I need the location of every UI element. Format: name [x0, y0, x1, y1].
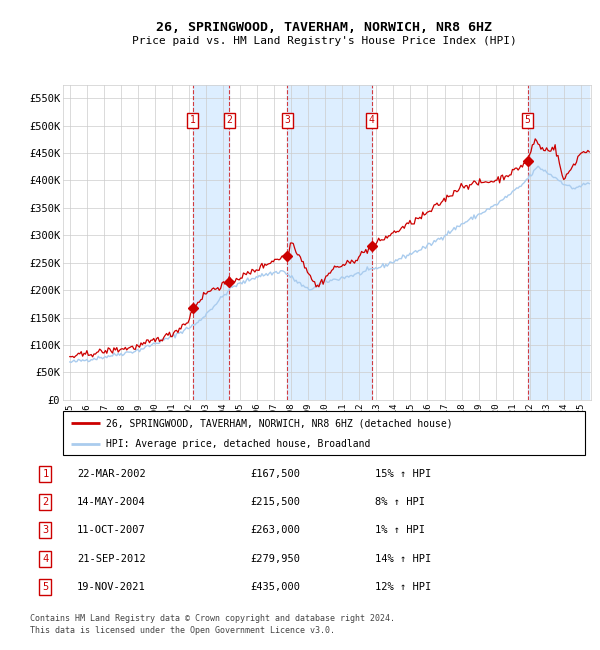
Text: 3: 3	[43, 525, 49, 536]
Text: 3: 3	[284, 115, 290, 125]
Text: 2: 2	[43, 497, 49, 507]
Text: 2: 2	[226, 115, 232, 125]
Bar	[193, 84, 229, 400]
Text: £167,500: £167,500	[251, 469, 301, 478]
Text: 5: 5	[43, 582, 49, 592]
Text: Price paid vs. HM Land Registry's House Price Index (HPI): Price paid vs. HM Land Registry's House …	[131, 36, 517, 46]
Text: This data is licensed under the Open Government Licence v3.0.: This data is licensed under the Open Gov…	[30, 626, 335, 635]
Text: 8% ↑ HPI: 8% ↑ HPI	[375, 497, 425, 507]
Text: 19-NOV-2021: 19-NOV-2021	[77, 582, 146, 592]
Text: 1% ↑ HPI: 1% ↑ HPI	[375, 525, 425, 536]
Text: 12% ↑ HPI: 12% ↑ HPI	[375, 582, 431, 592]
Text: £263,000: £263,000	[251, 525, 301, 536]
Text: 22-MAR-2002: 22-MAR-2002	[77, 469, 146, 478]
Text: 26, SPRINGWOOD, TAVERHAM, NORWICH, NR8 6HZ: 26, SPRINGWOOD, TAVERHAM, NORWICH, NR8 6…	[156, 21, 492, 34]
Text: £215,500: £215,500	[251, 497, 301, 507]
Text: 11-OCT-2007: 11-OCT-2007	[77, 525, 146, 536]
Text: £435,000: £435,000	[251, 582, 301, 592]
Text: HPI: Average price, detached house, Broadland: HPI: Average price, detached house, Broa…	[106, 439, 370, 449]
Text: 21-SEP-2012: 21-SEP-2012	[77, 554, 146, 564]
Text: 15% ↑ HPI: 15% ↑ HPI	[375, 469, 431, 478]
Text: 14% ↑ HPI: 14% ↑ HPI	[375, 554, 431, 564]
Text: 1: 1	[190, 115, 196, 125]
Text: 4: 4	[43, 554, 49, 564]
Text: Contains HM Land Registry data © Crown copyright and database right 2024.: Contains HM Land Registry data © Crown c…	[30, 614, 395, 623]
Bar	[527, 84, 589, 400]
Text: 1: 1	[43, 469, 49, 478]
Bar	[287, 84, 371, 400]
Text: 26, SPRINGWOOD, TAVERHAM, NORWICH, NR8 6HZ (detached house): 26, SPRINGWOOD, TAVERHAM, NORWICH, NR8 6…	[106, 418, 452, 428]
Text: 5: 5	[525, 115, 530, 125]
Text: £279,950: £279,950	[251, 554, 301, 564]
FancyBboxPatch shape	[63, 411, 585, 455]
Text: 14-MAY-2004: 14-MAY-2004	[77, 497, 146, 507]
Text: 4: 4	[368, 115, 374, 125]
